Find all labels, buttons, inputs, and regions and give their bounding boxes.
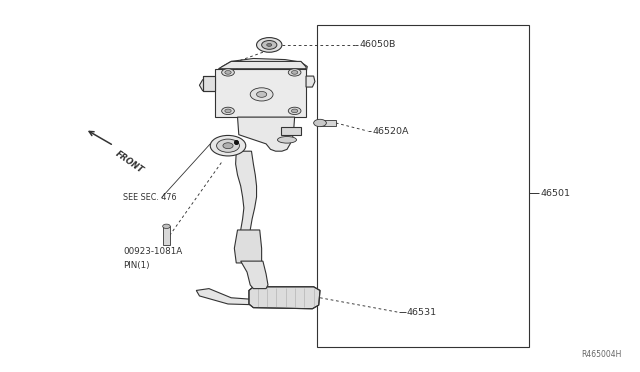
Polygon shape (203, 76, 215, 91)
Polygon shape (196, 289, 266, 305)
Circle shape (221, 69, 234, 76)
Polygon shape (234, 230, 262, 263)
Circle shape (163, 224, 170, 228)
Circle shape (291, 109, 298, 113)
Polygon shape (236, 63, 296, 76)
Polygon shape (221, 58, 307, 78)
Circle shape (223, 143, 233, 149)
Circle shape (225, 71, 231, 74)
Circle shape (250, 88, 273, 101)
Text: R465004H: R465004H (581, 350, 621, 359)
Text: 46050B: 46050B (359, 41, 396, 49)
Circle shape (288, 69, 301, 76)
Polygon shape (218, 61, 306, 69)
Text: SEE SEC. 476: SEE SEC. 476 (124, 193, 177, 202)
Text: 00923-1081A: 00923-1081A (124, 247, 182, 256)
Polygon shape (241, 261, 268, 289)
Bar (163, 226, 170, 245)
Text: 46531: 46531 (407, 308, 437, 317)
Circle shape (288, 107, 301, 115)
Circle shape (257, 38, 282, 52)
Polygon shape (237, 117, 294, 151)
Ellipse shape (278, 137, 296, 143)
Circle shape (221, 107, 234, 115)
Circle shape (216, 139, 239, 152)
Polygon shape (200, 80, 215, 91)
Polygon shape (236, 151, 257, 263)
Circle shape (211, 135, 246, 156)
Circle shape (225, 109, 231, 113)
Text: PIN(1): PIN(1) (124, 261, 150, 270)
Polygon shape (306, 76, 315, 87)
Polygon shape (281, 127, 301, 135)
Bar (317, 25, 529, 347)
Circle shape (262, 41, 277, 49)
Circle shape (267, 44, 272, 46)
Text: 46501: 46501 (541, 189, 571, 198)
Polygon shape (249, 287, 320, 309)
Polygon shape (215, 69, 306, 117)
Circle shape (314, 119, 326, 126)
Circle shape (257, 92, 267, 97)
Bar (320, 120, 336, 126)
Circle shape (291, 71, 298, 74)
Text: FRONT: FRONT (114, 149, 145, 175)
Text: 46520A: 46520A (372, 126, 408, 135)
